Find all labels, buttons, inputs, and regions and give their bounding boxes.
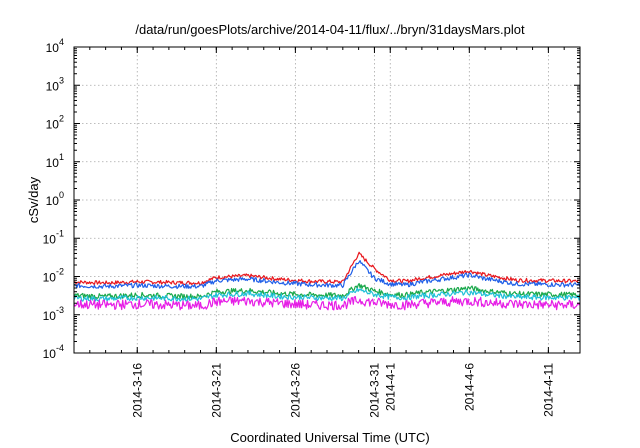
series-line-1 xyxy=(73,251,581,286)
chart-title: /data/run/goesPlots/archive/2014-04-11/f… xyxy=(135,22,525,37)
y-tick-exponent: 3 xyxy=(59,75,64,85)
y-tick-base: 10 xyxy=(46,41,60,55)
y-tick-label: 104 xyxy=(46,37,64,55)
y-tick-label: 103 xyxy=(46,75,64,93)
y-tick-base: 10 xyxy=(46,79,60,93)
y-tick-label: 100 xyxy=(46,190,64,208)
y-tick-label: 10-2 xyxy=(43,267,64,285)
y-tick-label: 10-1 xyxy=(43,228,64,246)
x-tick-label: 2014-4-11 xyxy=(541,363,555,417)
y-tick-label: 101 xyxy=(46,152,64,170)
series-line-5 xyxy=(73,295,581,311)
x-tick-label: 2014-3-21 xyxy=(209,363,223,418)
y-axis-label: cSv/day xyxy=(26,176,41,223)
x-tick-label: 2014-3-26 xyxy=(288,363,302,418)
plot-frame xyxy=(73,46,581,354)
grid xyxy=(74,47,580,353)
series-line-2 xyxy=(73,260,581,290)
y-tick-exponent: -1 xyxy=(56,228,64,238)
y-tick-base: 10 xyxy=(43,347,57,361)
y-tick-base: 10 xyxy=(46,118,60,132)
y-tick-label: 10-3 xyxy=(43,305,64,323)
x-tick-label: 2014-4-1 xyxy=(383,363,397,411)
x-tick-label: 2014-4-6 xyxy=(462,363,476,411)
y-tick-exponent: -3 xyxy=(56,305,64,315)
y-tick-base: 10 xyxy=(46,194,60,208)
y-tick-exponent: -2 xyxy=(56,267,64,277)
x-tick-label: 2014-3-16 xyxy=(130,363,144,418)
axes: 10-410-310-210-11001011021031042014-3-16… xyxy=(43,37,580,418)
y-tick-exponent: 2 xyxy=(59,114,64,124)
y-tick-exponent: 0 xyxy=(59,190,64,200)
y-tick-exponent: 1 xyxy=(59,152,64,162)
y-tick-base: 10 xyxy=(46,156,60,170)
y-tick-base: 10 xyxy=(43,309,57,323)
y-tick-label: 102 xyxy=(46,114,64,132)
y-tick-exponent: 4 xyxy=(59,37,64,47)
y-tick-exponent: -4 xyxy=(56,343,64,353)
y-tick-base: 10 xyxy=(43,271,57,285)
series-line-4 xyxy=(73,287,581,302)
series-group xyxy=(73,251,581,311)
x-axis-label: Coordinated Universal Time (UTC) xyxy=(230,430,429,445)
y-tick-label: 10-4 xyxy=(43,343,64,361)
y-tick-base: 10 xyxy=(43,232,57,246)
x-tick-label: 2014-3-31 xyxy=(367,363,381,418)
